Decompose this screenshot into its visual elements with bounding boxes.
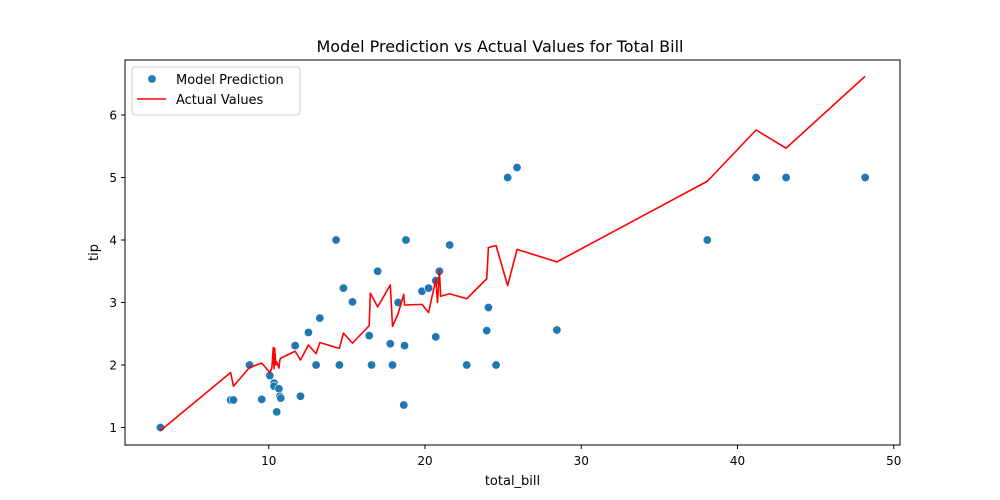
scatter-point (431, 332, 441, 342)
scatter-point (503, 173, 513, 183)
legend-marker-scatter (147, 74, 157, 84)
scatter-point (399, 400, 409, 410)
scatter-point (462, 360, 472, 370)
plot-area (155, 75, 870, 432)
scatter-point (512, 163, 522, 173)
scatter-point (385, 339, 395, 349)
y-tick-label: 6 (109, 109, 117, 123)
scatter-point (751, 173, 761, 183)
x-tick-label: 50 (886, 454, 901, 468)
scatter-point (387, 360, 397, 370)
scatter-point (702, 235, 712, 245)
x-tick-label: 10 (261, 454, 276, 468)
scatter-point (303, 327, 313, 337)
scatter-point (228, 395, 238, 405)
scatter-point (483, 302, 493, 312)
x-tick-label: 20 (417, 454, 432, 468)
scatter-point (274, 384, 284, 394)
y-axis: 1 2 3 4 5 6 (109, 109, 125, 435)
scatter-point (276, 393, 286, 403)
x-axis: 10 20 30 40 50 (261, 445, 901, 468)
x-axis-label: total_bill (485, 474, 540, 489)
scatter-point (338, 283, 348, 293)
scatter-point (290, 341, 300, 351)
scatter-point (257, 394, 267, 404)
y-tick-label: 2 (109, 359, 117, 373)
scatter-point (860, 173, 870, 183)
y-axis-label: tip (87, 244, 102, 261)
scatter-point (272, 407, 282, 417)
legend-label-model-prediction: Model Prediction (176, 73, 284, 88)
scatter-point (311, 360, 321, 370)
scatter-point (331, 235, 341, 245)
scatter-point (400, 341, 410, 351)
x-tick-label: 40 (730, 454, 745, 468)
scatter-point (401, 235, 411, 245)
scatter-point (491, 360, 501, 370)
plot-frame (124, 59, 901, 446)
scatter-point (373, 266, 383, 276)
y-tick-label: 1 (109, 421, 117, 435)
scatter-point (424, 283, 434, 293)
scatter-point (364, 331, 374, 341)
scatter-point (552, 325, 562, 335)
chart-title: Model Prediction vs Actual Values for To… (316, 37, 683, 56)
scatter-point (482, 326, 492, 336)
scatter-point (781, 173, 791, 183)
scatter-point (315, 313, 325, 323)
y-tick-label: 4 (109, 234, 117, 248)
y-tick-label: 5 (109, 171, 117, 185)
scatter-point (334, 360, 344, 370)
legend-label-actual-values: Actual Values (176, 93, 264, 108)
legend-box (131, 66, 301, 116)
legend: Model Prediction Actual Values (131, 66, 301, 116)
scatter-point (295, 391, 305, 401)
x-tick-label: 30 (574, 454, 589, 468)
scatter-point (367, 360, 377, 370)
y-tick-label: 3 (109, 296, 117, 310)
scatter-point (445, 240, 455, 250)
actual-values-line (159, 75, 866, 432)
scatter-point (347, 297, 357, 307)
